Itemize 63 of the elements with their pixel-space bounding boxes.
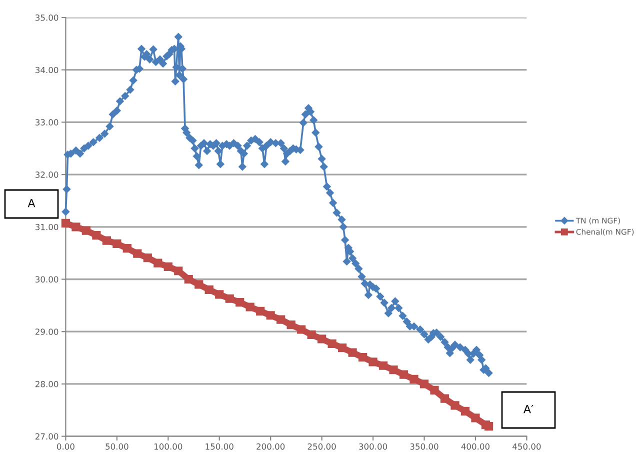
- point: [297, 325, 306, 334]
- point: [112, 239, 122, 248]
- point: [122, 244, 132, 253]
- point: [61, 218, 70, 228]
- point: [440, 394, 450, 403]
- point: [460, 406, 470, 416]
- point: [164, 262, 172, 271]
- point: [410, 374, 418, 384]
- point: [184, 274, 193, 284]
- point: [256, 306, 265, 316]
- point: [174, 266, 183, 276]
- x-tick-label: 0.00: [56, 443, 74, 450]
- text: A: [28, 198, 36, 208]
- point: [72, 222, 80, 232]
- x-tick-label: 350.00: [410, 443, 438, 450]
- y-tick-label: 28.00: [36, 380, 58, 388]
- y-tick-label: 33.00: [36, 119, 58, 126]
- point: [143, 253, 152, 262]
- point: [204, 285, 214, 294]
- x-tick-label: 200.00: [256, 443, 285, 450]
- point: [389, 366, 398, 374]
- point: [450, 401, 460, 410]
- point: [276, 315, 286, 324]
- point: [92, 230, 101, 240]
- point: [82, 226, 90, 235]
- y-tick-label: 34.00: [36, 66, 58, 74]
- point: [286, 320, 296, 330]
- y-tick-label: 31.00: [36, 224, 58, 230]
- x-tick-label: 150.00: [206, 443, 234, 450]
- y-tick-label: 27.00: [36, 433, 58, 440]
- point: [328, 339, 336, 348]
- point: [102, 236, 111, 245]
- point: [246, 302, 254, 312]
- point: [194, 280, 204, 289]
- point: [133, 249, 142, 258]
- point: [154, 258, 162, 268]
- point: [338, 344, 347, 352]
- point: [420, 380, 429, 388]
- point: [378, 361, 388, 370]
- y-tick-label: 32.00: [36, 172, 58, 178]
- point: [399, 370, 408, 379]
- annotation: A′: [524, 404, 534, 414]
- y-tick-label: 35.00: [36, 14, 58, 21]
- point: [471, 414, 480, 422]
- point: [307, 330, 316, 340]
- point: [358, 352, 368, 362]
- point: [348, 348, 357, 357]
- point: [318, 334, 326, 344]
- x-tick-label: 250.00: [308, 443, 336, 450]
- point: [484, 422, 494, 431]
- point: [215, 290, 224, 299]
- point: [368, 358, 378, 366]
- point: [266, 311, 275, 320]
- y-tick-label: 29.00: [36, 328, 58, 335]
- x-tick-label: 50.00: [106, 443, 128, 450]
- x-tick-label: 300.00: [359, 443, 388, 450]
- x-tick-label: 450.00: [512, 443, 541, 450]
- x-tick-label: 100.00: [154, 443, 182, 450]
- point: [225, 294, 234, 303]
- y-tick-label: 30.00: [36, 276, 58, 283]
- point: [430, 386, 439, 395]
- x-tick-label: 400.00: [461, 443, 490, 450]
- point: [236, 298, 244, 307]
